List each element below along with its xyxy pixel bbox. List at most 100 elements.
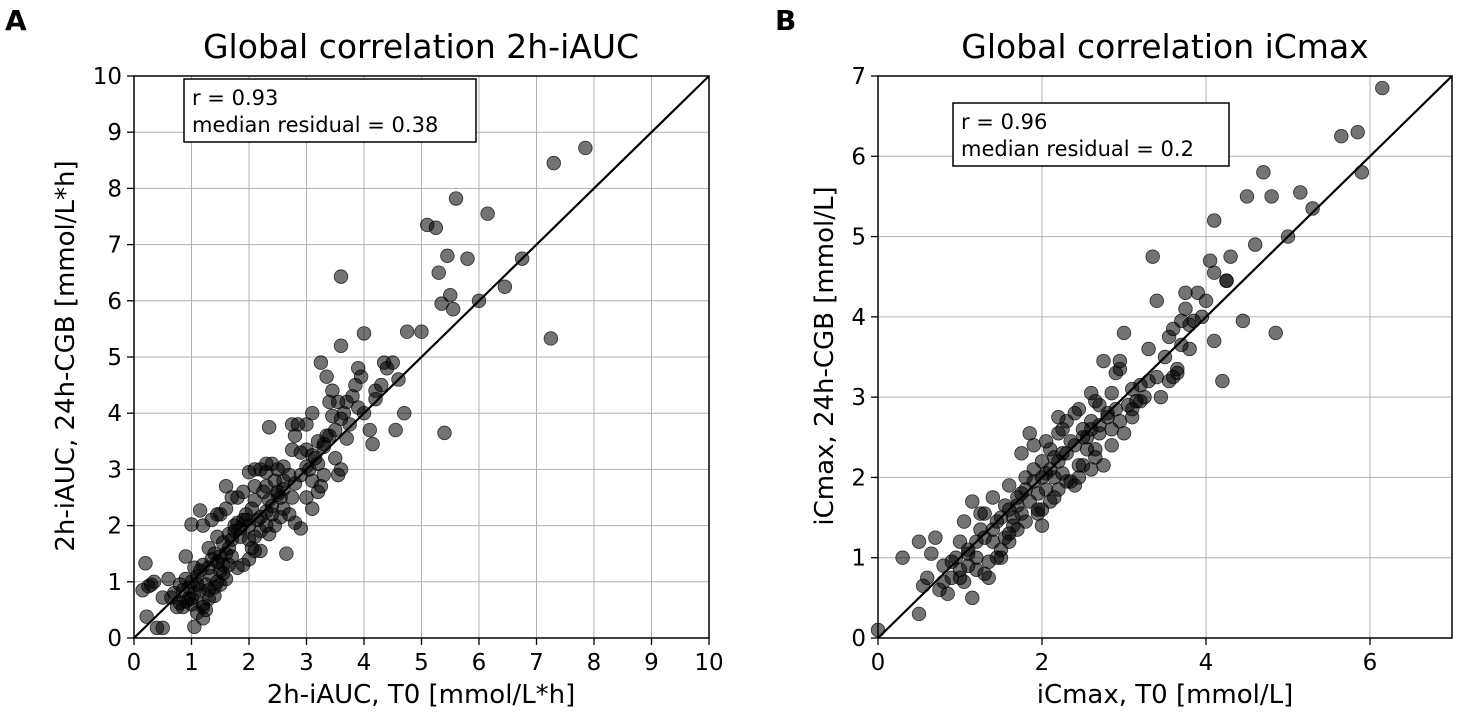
y-axis-label-a: 2h-iAUC, 24h-CGB [mmol/L*h] [51,160,81,551]
data-point-a [178,549,193,564]
data-point-b [1223,249,1238,264]
x-tick-label-a: 8 [587,650,602,676]
y-tick-label-b: 0 [851,626,866,652]
data-point-b [1116,426,1132,441]
y-tick-label-b: 4 [851,305,866,331]
y-tick-label-a: 5 [107,345,122,371]
x-tick-label-a: 7 [529,650,544,676]
y-tick-label-a: 1 [107,570,122,596]
data-point-b [1116,325,1132,341]
data-point-a [480,206,495,221]
data-point-b [1145,249,1160,264]
annotation-r-b: r = 0.96 [961,110,1047,134]
data-point-a [376,355,392,370]
x-tick-label-a: 10 [694,650,723,676]
x-tick-label-a: 1 [184,650,199,676]
data-point-b [969,562,984,577]
data-point-a [279,546,294,561]
chart-title-a: Global correlation 2h-iAUC [203,27,639,66]
data-point-a [299,417,314,432]
data-point-b [1018,514,1033,529]
data-point-b [1104,438,1119,453]
data-point-a [247,529,262,545]
data-point-b [1063,474,1078,489]
annotation-residual-a: median residual = 0.38 [192,113,438,137]
x-tick-label-b: 6 [1363,650,1378,676]
x-axis-label-b: iCmax, T0 [mmol/L] [1037,680,1294,710]
data-point-a [187,560,202,575]
data-point-b [911,534,927,549]
panel-label-a: A [5,4,27,37]
x-tick-label-b: 2 [1035,650,1050,676]
data-point-a [284,490,300,505]
x-tick-label-b: 0 [871,650,886,676]
data-point-a [146,574,162,590]
x-tick-label-a: 4 [357,650,372,676]
data-point-a [293,521,308,536]
data-point-b [985,490,1001,505]
data-point-b [981,554,996,569]
data-point-b [1202,253,1218,268]
x-tick-label-a: 0 [127,650,142,676]
data-point-a [365,436,380,452]
data-point-a [330,394,346,410]
data-point-b [911,606,927,622]
data-point-b [920,570,935,585]
panel-label-b: B [775,4,796,37]
data-point-b [1206,333,1222,349]
x-tick-label-a: 5 [414,650,429,676]
data-point-a [284,417,300,432]
data-point-b [1198,293,1214,309]
data-point-a [578,140,593,156]
data-point-b [1092,426,1107,441]
data-point-a [362,422,377,438]
data-point-b [1141,341,1156,357]
data-point-a [443,287,458,303]
y-tick-label-b: 1 [851,546,866,572]
data-point-b [1051,410,1066,425]
y-tick-label-a: 9 [107,120,122,146]
data-point-a [247,493,262,508]
data-point-b [924,546,939,561]
data-point-a [259,504,274,519]
data-point-b [1042,494,1058,509]
data-point-a [445,302,461,317]
data-point-a [374,377,389,393]
data-point-a [224,490,239,505]
data-point-a [192,503,208,518]
data-point-a [218,501,234,516]
y-tick-label-a: 7 [107,233,122,259]
y-tick-label-b: 3 [851,385,866,411]
x-tick-label-a: 3 [299,650,314,676]
data-point-b [985,522,1001,537]
x-tick-label-a: 9 [644,650,659,676]
data-point-b [1235,313,1251,329]
data-point-a [276,481,291,497]
data-point-b [1293,185,1308,200]
data-point-a [161,571,176,587]
data-point-a [388,422,403,438]
data-point-b [1206,265,1222,280]
data-point-b [1079,442,1095,457]
data-point-b [956,514,972,529]
data-point-a [184,591,199,606]
data-point-b [1112,414,1128,429]
data-point-b [1071,401,1087,417]
data-point-b [1104,385,1119,401]
axes-frame-b [877,75,1453,639]
data-point-a [319,369,334,384]
data-point-b [1112,353,1128,369]
data-point-a [138,556,153,571]
data-point-b [1247,237,1263,252]
data-point-b [1334,129,1349,144]
y-tick-label-b: 5 [851,225,866,251]
chart-title-b: Global correlation iCmax [961,27,1368,66]
data-point-b [965,590,980,606]
data-point-a [313,355,329,370]
data-point-b [1096,458,1111,473]
x-tick-label-a: 2 [242,650,257,676]
data-point-b [1178,301,1193,317]
data-point-b [1149,369,1165,385]
y-tick-label-a: 8 [107,176,122,202]
data-point-a [218,479,234,494]
